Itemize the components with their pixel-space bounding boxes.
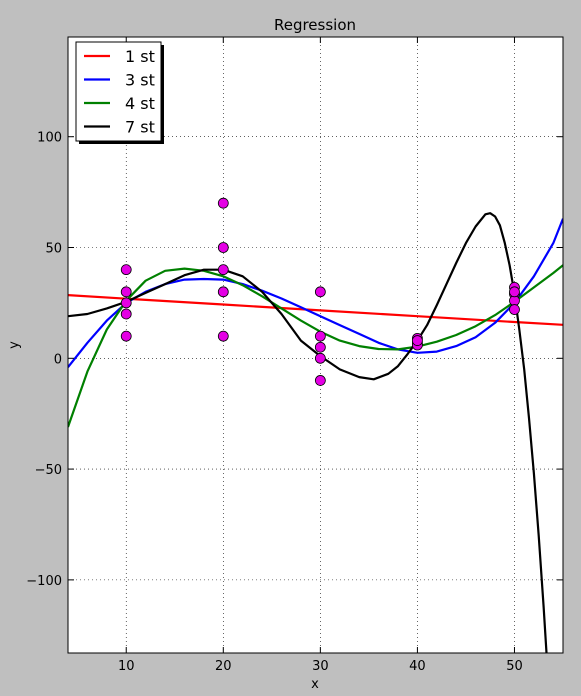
y-tick-label: −50 xyxy=(35,463,62,478)
data-point xyxy=(509,304,520,315)
data-point xyxy=(217,264,229,276)
x-tick-label: 10 xyxy=(118,659,135,674)
y-axis-label: y xyxy=(7,341,22,349)
x-tick-label: 30 xyxy=(312,659,329,674)
legend-label: 7 st xyxy=(125,118,155,137)
legend-label: 3 st xyxy=(125,71,155,90)
data-point xyxy=(314,330,326,342)
data-point xyxy=(509,286,520,298)
data-point xyxy=(217,242,229,253)
data-point xyxy=(314,375,326,386)
plot-frame xyxy=(67,36,564,654)
data-point xyxy=(120,297,132,309)
y-tick-label: 0 xyxy=(54,352,62,367)
chart-title: Regression xyxy=(274,16,356,34)
data-point xyxy=(120,308,132,320)
x-tick-label: 40 xyxy=(409,659,426,674)
y-tick-label: 50 xyxy=(45,242,62,257)
data-point xyxy=(314,341,326,353)
x-axis-label: x xyxy=(311,677,319,692)
y-tick-label: −100 xyxy=(26,574,62,589)
data-points xyxy=(120,197,520,386)
axis-ticks: 10 20 30 40 50 −100 −50 0 50 100 xyxy=(26,37,563,674)
x-tick-label: 50 xyxy=(506,659,523,674)
data-point xyxy=(120,286,132,298)
data-point xyxy=(217,330,229,342)
data-point xyxy=(314,352,326,364)
legend-box xyxy=(75,41,162,142)
data-point xyxy=(217,286,229,298)
data-point xyxy=(120,330,132,342)
y-tick-label: 100 xyxy=(37,131,62,146)
legend-label: 4 st xyxy=(125,94,155,113)
legend: 1 st 3 st 4 st 7 st xyxy=(75,41,164,144)
data-point xyxy=(217,197,229,209)
legend-label: 1 st xyxy=(125,47,155,66)
data-point xyxy=(412,335,423,346)
data-point xyxy=(314,286,326,298)
x-tick-label: 20 xyxy=(215,659,232,674)
data-point xyxy=(120,264,132,276)
